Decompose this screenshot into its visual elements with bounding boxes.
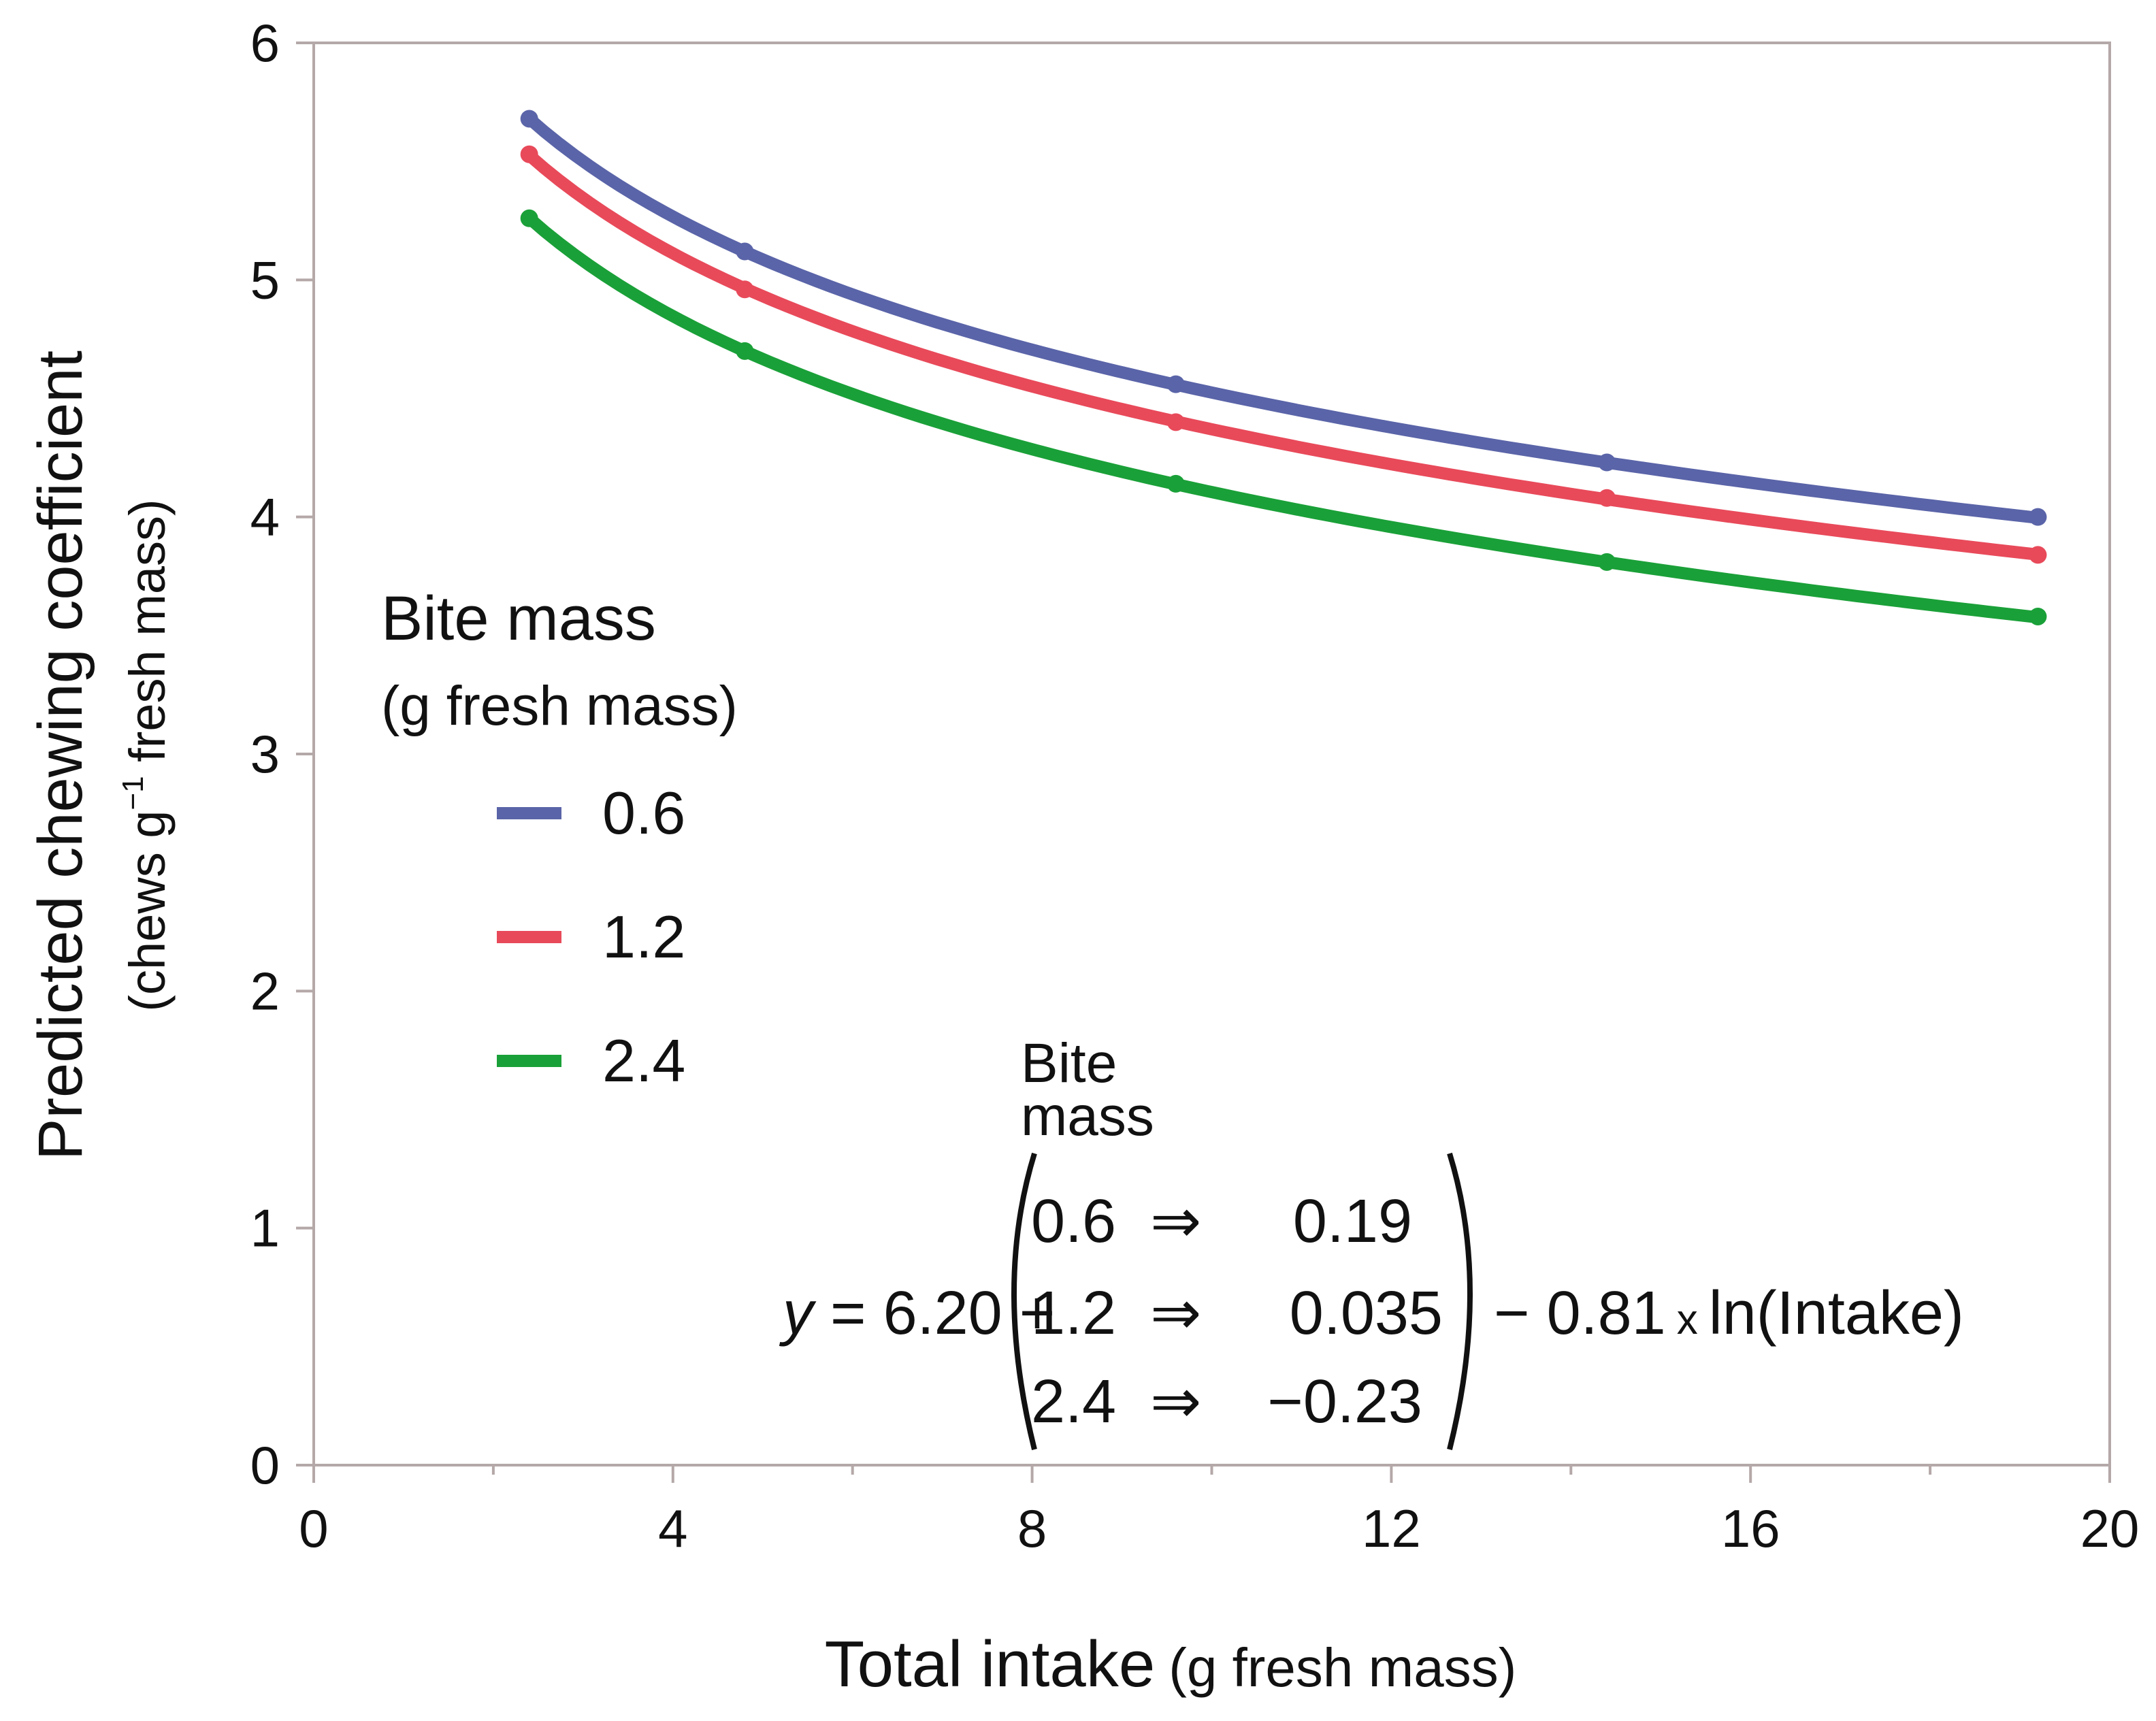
y-axis-title: Predicted chewing coefficient (26, 350, 95, 1160)
y-axis-label: Predicted chewing coefficient (chews g−1… (26, 350, 176, 1160)
data-point-1.2 (736, 280, 754, 299)
y-tick-label: 6 (250, 13, 280, 73)
data-point-1.2 (1166, 413, 1185, 431)
data-point-1.2 (520, 145, 538, 163)
y-axis-unit: (chews g−1 fresh mass) (116, 499, 176, 1011)
equation-row-2: 1.2 ⇒ 0.035 (1031, 1279, 1443, 1347)
legend-label-1.2: 1.2 (602, 903, 685, 970)
data-point-2.4 (736, 342, 754, 360)
equation-row-1: 0.6 ⇒ 0.19 (1031, 1187, 1412, 1256)
data-point-0.6 (1598, 453, 1616, 472)
data-point-1.2 (1598, 489, 1616, 507)
data-point-2.4 (520, 209, 538, 227)
x-tick-label: 16 (1721, 1498, 1780, 1558)
data-point-0.6 (1166, 375, 1185, 393)
legend: Bite mass (g fresh mass) 0.6 1.2 2.4 (381, 584, 738, 1094)
series-line-1.2 (523, 149, 2044, 561)
equation-rhs: − 0.81 x ln(Intake) (1494, 1279, 1964, 1347)
y-tick-label: 4 (250, 487, 280, 547)
x-tick-label: 8 (1017, 1498, 1047, 1558)
y-tick-label: 3 (250, 724, 280, 784)
svg-text:⇒: ⇒ (1150, 1368, 1201, 1436)
svg-text:0.6: 0.6 (1031, 1187, 1116, 1256)
series-group (520, 110, 2047, 625)
legend-label-2.4: 2.4 (602, 1027, 685, 1094)
equation-header-line2: mass (1021, 1085, 1154, 1147)
y-tick-label: 1 (250, 1198, 280, 1258)
svg-text:⇒: ⇒ (1150, 1187, 1201, 1256)
right-paren (1447, 1152, 1473, 1450)
data-point-2.4 (2029, 607, 2047, 625)
x-axis-label: Total intake (g fresh mass) (825, 1628, 1517, 1701)
equation-header-line1: Bite (1021, 1032, 1117, 1094)
svg-text:0.035: 0.035 (1290, 1279, 1443, 1347)
equation-annotation: Bite mass y = 6.20 + 0.6 ⇒ 0.19 1.2 ⇒ 0.… (779, 1032, 1964, 1450)
data-point-0.6 (2029, 508, 2047, 526)
x-tick-label: 4 (658, 1498, 687, 1558)
y-tick-label: 5 (250, 250, 280, 310)
svg-text:0.19: 0.19 (1293, 1187, 1412, 1256)
y-tick-label: 2 (250, 961, 280, 1021)
legend-subtitle: (g fresh mass) (381, 675, 738, 737)
x-tick-label: 0 (299, 1498, 328, 1558)
data-point-0.6 (736, 242, 754, 261)
equation-row-3: 2.4 ⇒ −0.23 (1031, 1368, 1422, 1436)
legend-title: Bite mass (381, 584, 656, 653)
data-point-2.4 (1598, 553, 1616, 571)
data-point-2.4 (1166, 474, 1185, 493)
svg-text:2.4: 2.4 (1031, 1368, 1116, 1436)
data-point-0.6 (520, 110, 538, 128)
x-tick-label: 20 (2080, 1498, 2140, 1558)
series-line-2.4 (523, 212, 2044, 624)
y-tick-label: 0 (250, 1435, 280, 1495)
left-paren (1011, 1152, 1037, 1450)
x-tick-label: 12 (1362, 1498, 1421, 1558)
series-line-0.6 (523, 112, 2044, 524)
svg-text:−0.23: −0.23 (1267, 1368, 1422, 1436)
data-point-1.2 (2029, 546, 2047, 564)
svg-text:⇒: ⇒ (1150, 1279, 1201, 1347)
svg-text:1.2: 1.2 (1031, 1279, 1116, 1347)
legend-label-0.6: 0.6 (602, 779, 685, 847)
